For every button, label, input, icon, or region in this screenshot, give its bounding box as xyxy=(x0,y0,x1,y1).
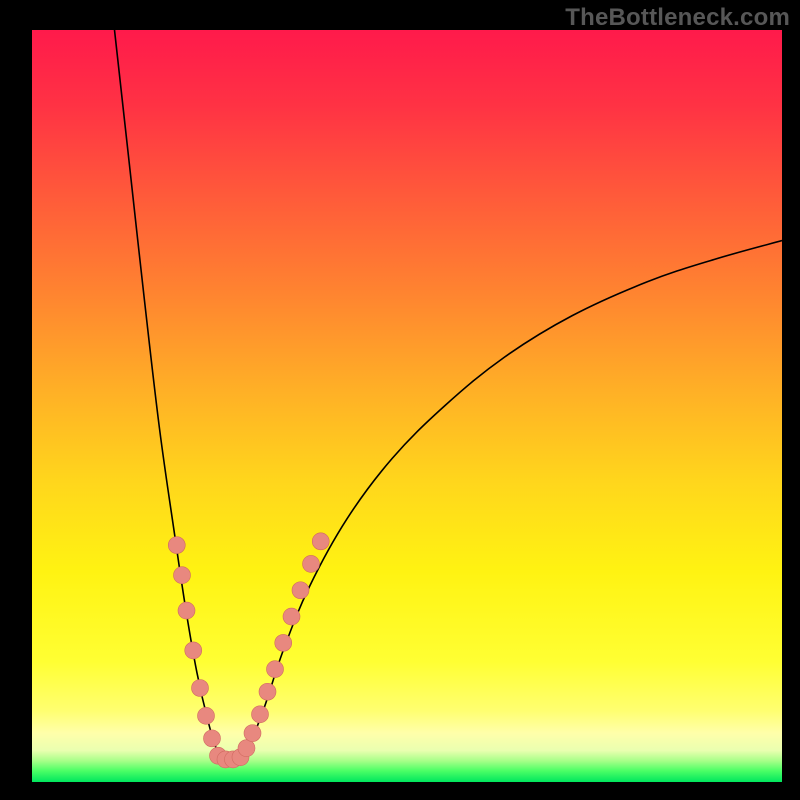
chart-frame: TheBottleneck.com xyxy=(0,0,800,800)
data-marker xyxy=(292,582,309,599)
plot-area xyxy=(32,30,782,782)
plot-svg xyxy=(32,30,782,782)
data-marker xyxy=(267,661,284,678)
data-marker xyxy=(192,680,209,697)
data-marker xyxy=(259,683,276,700)
watermark-text: TheBottleneck.com xyxy=(565,4,790,32)
data-marker xyxy=(198,707,215,724)
data-marker xyxy=(168,537,185,554)
data-marker xyxy=(244,725,261,742)
data-marker xyxy=(303,555,320,572)
data-marker xyxy=(283,608,300,625)
data-marker xyxy=(252,706,269,723)
data-marker xyxy=(178,602,195,619)
data-marker xyxy=(185,642,202,659)
data-marker xyxy=(204,730,221,747)
data-marker xyxy=(312,533,329,550)
data-marker xyxy=(275,634,292,651)
data-marker xyxy=(174,567,191,584)
plot-background xyxy=(32,30,782,782)
data-marker xyxy=(238,740,255,757)
